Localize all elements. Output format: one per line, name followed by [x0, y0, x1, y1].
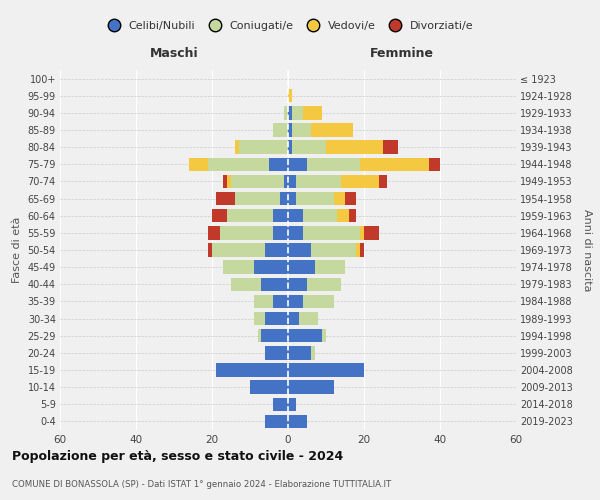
Bar	[265, 244, 288, 256]
Text: COMUNE DI BONASSOLA (SP) - Dati ISTAT 1° gennaio 2024 - Elaborazione TUTTITALIA.: COMUNE DI BONASSOLA (SP) - Dati ISTAT 1°…	[12, 480, 391, 489]
Bar	[212, 209, 227, 222]
Bar	[296, 174, 341, 188]
Bar	[303, 226, 360, 239]
Bar	[303, 209, 337, 222]
Bar	[220, 226, 273, 239]
Bar	[273, 294, 288, 308]
Bar	[326, 140, 383, 154]
Bar	[288, 124, 292, 136]
Bar	[288, 209, 303, 222]
Bar	[284, 106, 288, 120]
Bar	[273, 209, 288, 222]
Bar	[288, 398, 296, 411]
Text: Popolazione per età, sesso e stato civile - 2024: Popolazione per età, sesso e stato civil…	[12, 450, 343, 463]
Bar	[231, 278, 262, 291]
Legend: Celibi/Nubili, Coniugati/e, Vedovi/e, Divorziati/e: Celibi/Nubili, Coniugati/e, Vedovi/e, Di…	[99, 18, 477, 34]
Bar	[311, 346, 314, 360]
Bar	[345, 192, 356, 205]
Bar	[235, 192, 280, 205]
Bar	[364, 226, 379, 239]
Bar	[296, 192, 334, 205]
Bar	[288, 226, 303, 239]
Bar	[288, 158, 307, 171]
Bar	[235, 140, 239, 154]
Bar	[288, 174, 296, 188]
Bar	[223, 174, 227, 188]
Bar	[227, 174, 231, 188]
Bar	[239, 140, 288, 154]
Bar	[428, 158, 440, 171]
Bar	[307, 158, 360, 171]
Bar	[265, 346, 288, 360]
Bar	[288, 329, 322, 342]
Bar	[292, 140, 326, 154]
Bar	[337, 209, 349, 222]
Bar	[262, 278, 288, 291]
Bar	[288, 260, 314, 274]
Bar	[288, 106, 292, 120]
Y-axis label: Anni di nascita: Anni di nascita	[583, 209, 592, 291]
Bar	[257, 329, 262, 342]
Bar	[208, 226, 220, 239]
Bar	[288, 294, 303, 308]
Bar	[288, 312, 299, 326]
Bar	[288, 89, 292, 102]
Bar	[349, 209, 356, 222]
Bar	[383, 140, 398, 154]
Bar	[322, 329, 326, 342]
Bar	[311, 244, 356, 256]
Bar	[280, 192, 288, 205]
Bar	[208, 158, 269, 171]
Bar	[288, 364, 364, 376]
Bar	[360, 244, 364, 256]
Bar	[299, 312, 319, 326]
Bar	[288, 140, 292, 154]
Bar	[250, 380, 288, 394]
Bar	[288, 380, 334, 394]
Bar	[254, 294, 273, 308]
Bar	[223, 260, 254, 274]
Bar	[273, 398, 288, 411]
Bar	[231, 174, 284, 188]
Bar	[262, 329, 288, 342]
Bar	[254, 260, 288, 274]
Bar	[273, 226, 288, 239]
Bar	[379, 174, 387, 188]
Bar	[284, 174, 288, 188]
Bar	[356, 244, 360, 256]
Bar	[307, 278, 341, 291]
Bar	[303, 106, 322, 120]
Bar	[288, 192, 296, 205]
Bar	[303, 294, 334, 308]
Bar	[265, 312, 288, 326]
Text: Femmine: Femmine	[370, 46, 434, 60]
Bar	[273, 124, 288, 136]
Bar	[292, 106, 303, 120]
Bar	[288, 278, 307, 291]
Bar	[288, 244, 311, 256]
Bar	[265, 414, 288, 428]
Bar	[292, 124, 311, 136]
Bar	[189, 158, 208, 171]
Bar	[216, 364, 288, 376]
Bar	[334, 192, 345, 205]
Bar	[288, 346, 311, 360]
Y-axis label: Fasce di età: Fasce di età	[12, 217, 22, 283]
Bar	[269, 158, 288, 171]
Text: Maschi: Maschi	[149, 46, 199, 60]
Bar	[212, 244, 265, 256]
Bar	[341, 174, 379, 188]
Bar	[216, 192, 235, 205]
Bar	[208, 244, 212, 256]
Bar	[288, 414, 307, 428]
Bar	[227, 209, 273, 222]
Bar	[254, 312, 265, 326]
Bar	[314, 260, 345, 274]
Bar	[311, 124, 353, 136]
Bar	[360, 226, 364, 239]
Bar	[360, 158, 428, 171]
